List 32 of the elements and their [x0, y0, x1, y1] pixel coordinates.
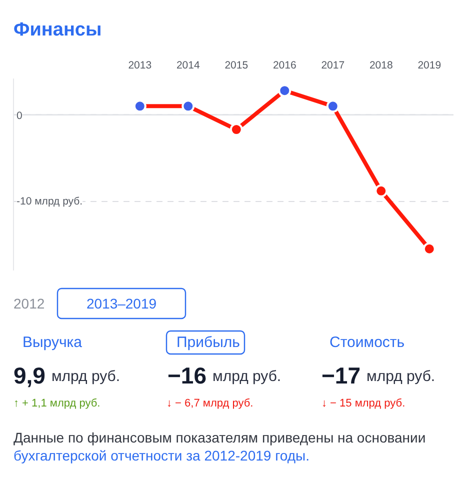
text: Данные по финансовым показателям приведены на основании [14, 430, 426, 446]
point [326, 100, 340, 113]
point [278, 84, 292, 98]
text: млрд руб. [212, 368, 282, 385]
x-tick-label: 2015 [224, 60, 248, 72]
x-tick-label: 2019 [418, 60, 442, 72]
text: ↓ − 15 млрд руб. [322, 398, 406, 410]
text: 2013–2019 [86, 296, 157, 312]
x-tick-label: 2017 [321, 60, 345, 72]
point [182, 100, 195, 113]
x-tick-label: 2016 [272, 60, 296, 72]
y-tick-label: -10 млрд руб. [16, 195, 83, 208]
x-tick-label: 2014 [176, 60, 200, 72]
text: ↑ + 1,1 млрд руб. [14, 398, 100, 410]
text: 9,9 [14, 362, 46, 388]
text: Стоимость [330, 334, 405, 351]
chart-title: Финансы [14, 20, 102, 40]
y-tick-label: 0 [16, 110, 22, 122]
text: 2012 [14, 296, 45, 312]
point [422, 242, 436, 256]
text: −16 [168, 362, 207, 388]
text: бухгалтерской отчетности за 2012-2019 годы. [14, 448, 310, 464]
text: −17 [322, 362, 361, 388]
x-tick-label: 2018 [369, 60, 393, 72]
text: Прибыль [176, 334, 240, 351]
text: млрд руб. [366, 368, 436, 385]
text: Выручка [22, 334, 83, 351]
point [374, 184, 388, 198]
x-tick-label: 2013 [128, 60, 152, 72]
text: млрд руб. [51, 368, 120, 385]
text: ↓ − 6,7 млрд руб. [166, 398, 254, 410]
point [133, 100, 146, 113]
